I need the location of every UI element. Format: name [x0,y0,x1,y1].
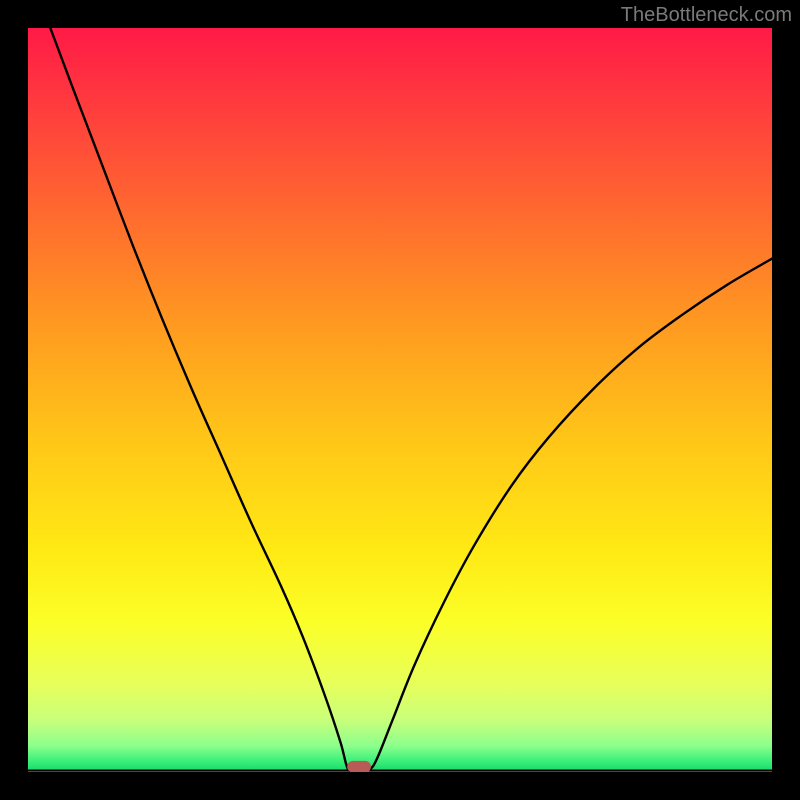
chart-background-gradient [28,28,772,772]
chart-container: TheBottleneck.com [0,0,800,800]
watermark-text: TheBottleneck.com [621,4,792,27]
bottleneck-chart-svg [0,0,800,800]
optimum-marker [347,761,371,773]
